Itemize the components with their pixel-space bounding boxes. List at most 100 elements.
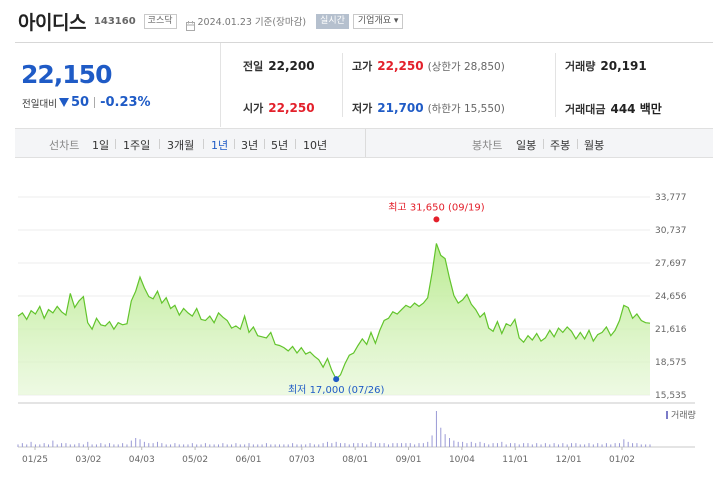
volume-bar: [274, 444, 276, 447]
candle-monthly[interactable]: 월봉: [584, 139, 605, 152]
volume-bar: [165, 444, 167, 447]
volume-bar: [562, 443, 564, 447]
volume-bar: [65, 443, 67, 447]
volume-bar: [605, 443, 607, 447]
volume-bar: [462, 441, 464, 447]
volume-bar: [453, 440, 455, 447]
volume-bar: [174, 443, 176, 447]
current-price-box: 22,150 전일대비 50 -0.23%: [15, 43, 221, 127]
max-marker: [433, 216, 440, 223]
volume-bar: [213, 444, 215, 447]
volume-bar: [318, 444, 320, 447]
volume-bar: [614, 443, 616, 447]
y-axis: 33,777 30,737 27,697 24,656 21,616 18,575 15,5…: [655, 193, 687, 401]
volume-bars: [17, 411, 651, 447]
x-axis: 01/25 03/02 04/03 05/02 06/01 07/03 08/01 09/01…: [22, 447, 635, 465]
realtime-button[interactable]: 실시간: [316, 13, 349, 29]
volume-bar: [449, 438, 451, 447]
candle-daily[interactable]: 일봉: [516, 139, 537, 152]
period-1d[interactable]: 1일: [92, 139, 110, 152]
volume-bar: [130, 440, 132, 447]
high-label: 고가: [352, 60, 373, 73]
volume-bar: [183, 444, 185, 447]
separator: [543, 139, 544, 149]
volume-bar: [457, 441, 459, 447]
volume-bar: [531, 444, 533, 447]
volume-bar: [361, 443, 363, 447]
volume-bar: [505, 444, 507, 447]
volume-bar: [479, 441, 481, 447]
volume-bar: [113, 444, 115, 447]
separator: [295, 139, 296, 149]
volume-bar: [571, 443, 573, 447]
volume-bar: [135, 438, 137, 447]
low-cell: 저가 21,700 (하한가 15,550): [352, 100, 505, 116]
volume-bar: [30, 441, 32, 447]
volume-bar: [74, 444, 76, 447]
lower-limit: (하한가 15,550): [427, 103, 505, 115]
volume-bar: [518, 444, 520, 447]
x-tick-label: 01/25: [22, 455, 48, 465]
volume-bar: [592, 444, 594, 447]
volume-bar: [91, 444, 93, 447]
period-3y[interactable]: 3년: [241, 139, 259, 152]
divider: [342, 53, 343, 117]
volume-bar: [156, 441, 158, 447]
period-10y[interactable]: 10년: [303, 139, 328, 152]
prev-close-value: 22,200: [268, 59, 315, 73]
volume-bar: [588, 443, 590, 447]
volume-bar: [296, 444, 298, 447]
change-value: 50: [70, 95, 90, 110]
volume-label: 거래량: [565, 60, 596, 73]
volume-bar: [492, 443, 494, 447]
volume-bar: [104, 444, 106, 447]
calendar-icon: [185, 16, 195, 31]
volume-cell: 거래량 20,191: [565, 58, 647, 74]
quote-panel: 22,150 전일대비 50 -0.23% 전일 22,200 시가 22,25…: [15, 42, 713, 162]
volume-bar: [217, 444, 219, 447]
period-1w[interactable]: 1주일: [123, 139, 151, 152]
volume-bar: [557, 444, 559, 447]
corp-info-dropdown[interactable]: 기업개요 ▾: [352, 13, 404, 29]
candle-chart-label: 봉차트: [472, 139, 503, 152]
period-5y[interactable]: 5년: [271, 139, 289, 152]
x-tick-label: 01/02: [609, 455, 635, 465]
volume-bar: [344, 443, 346, 447]
separator: [159, 139, 160, 149]
volume-bar: [309, 443, 311, 447]
volume-bar: [283, 444, 285, 447]
y-tick-label: 15,535: [655, 391, 687, 401]
volume-bar: [148, 443, 150, 447]
separator: [115, 139, 116, 149]
change-percent: -0.23%: [100, 95, 151, 110]
low-value: 21,700: [377, 101, 424, 115]
volume-bar: [470, 441, 472, 447]
volume-bar: [191, 443, 193, 447]
volume-bar: [61, 443, 63, 447]
x-tick-label: 12/01: [556, 455, 582, 465]
volume-bar: [401, 443, 403, 447]
volume-bar: [226, 444, 228, 447]
period-3m[interactable]: 3개월: [167, 139, 195, 152]
volume-bar: [82, 444, 84, 447]
volume-bar: [235, 443, 237, 447]
volume-bar: [231, 444, 233, 447]
volume-bar: [488, 444, 490, 447]
volume-bar: [510, 443, 512, 447]
volume-bar: [178, 444, 180, 447]
low-label: 저가: [352, 102, 373, 115]
volume-bar: [17, 444, 19, 447]
open-label: 시가: [243, 102, 264, 115]
volume-bar: [431, 435, 433, 447]
current-price: 22,150: [21, 60, 112, 89]
volume-bar: [257, 444, 259, 447]
price-chart[interactable]: 33,777 30,737 27,697 24,656 21,616 18,575 15,5…: [0, 185, 713, 487]
volume-legend-swatch: [666, 411, 668, 419]
volume-bar: [78, 443, 80, 447]
x-tick-label: 03/02: [75, 455, 101, 465]
volume-bar: [26, 444, 28, 447]
volume-bar: [152, 443, 154, 447]
volume-bar: [244, 444, 246, 447]
candle-weekly[interactable]: 주봉: [550, 139, 571, 152]
period-1y[interactable]: 1년: [211, 139, 229, 152]
